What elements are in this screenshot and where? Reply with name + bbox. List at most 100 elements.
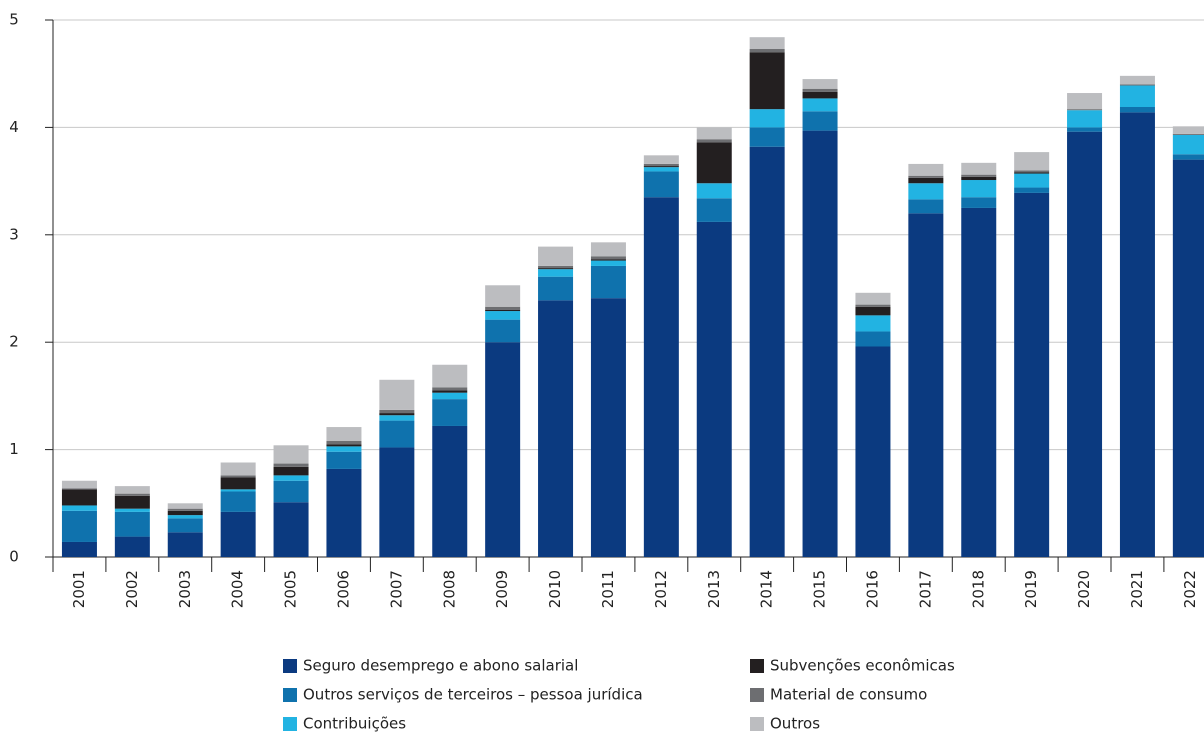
x-tick-label: 2019 [1022, 570, 1040, 608]
bar-segment [961, 174, 997, 177]
bar-segment [749, 127, 785, 147]
bar-segment [61, 480, 97, 489]
bar-segment [802, 98, 838, 112]
bar-segment [1172, 126, 1204, 134]
x-tick-label: 2014 [758, 570, 776, 608]
bar-segment [326, 441, 362, 445]
x-tick-label: 2021 [1128, 570, 1146, 608]
bar-segment [1067, 110, 1103, 128]
bar-segment [485, 311, 521, 320]
bar-segment [61, 541, 97, 557]
bar-segment [590, 242, 626, 257]
bar-segment [643, 166, 679, 168]
bar-segment [538, 276, 574, 301]
bar-segment [590, 265, 626, 299]
bar-segment [538, 269, 574, 277]
bar-segment [696, 127, 732, 140]
x-tick-label: 2011 [599, 570, 617, 608]
x-tick-label: 2015 [811, 570, 829, 608]
x-tick-label: 2018 [969, 570, 987, 608]
bar-segment [114, 511, 150, 537]
bar-segment [326, 444, 362, 447]
bar-segment [273, 463, 309, 467]
x-tick-label: 2007 [387, 570, 405, 608]
bar-segment [273, 502, 309, 557]
legend-swatch [283, 659, 297, 673]
bar-segment [273, 480, 309, 503]
bar-segment [696, 198, 732, 222]
bar-segment [590, 260, 626, 266]
y-tick-label: 3 [9, 225, 19, 243]
bar-segment [1014, 187, 1050, 193]
bar-segment [379, 447, 415, 557]
bar-segment [802, 88, 838, 92]
bar-segment [61, 489, 97, 506]
x-tick-label: 2022 [1181, 570, 1199, 608]
bar-segment [538, 300, 574, 557]
bar-segment [908, 213, 944, 557]
bar-segment [1067, 93, 1103, 110]
bar-segment [590, 259, 626, 261]
bar-segment [432, 364, 468, 388]
legend-label: Seguro desemprego e abono salarial [303, 657, 578, 675]
bar-segment [326, 446, 362, 452]
legend-label: Contribuições [303, 715, 406, 733]
bar-segment [855, 304, 891, 307]
bar-segment [908, 183, 944, 200]
x-tick-label: 2004 [229, 570, 247, 608]
bar-segment [855, 331, 891, 347]
bar-segment [1119, 84, 1155, 86]
bar-segment [432, 390, 468, 393]
bar-segment [326, 451, 362, 469]
x-tick-label: 2005 [282, 570, 300, 608]
bar-segment [114, 508, 150, 512]
bar-segment [643, 155, 679, 164]
bar-segment [1172, 134, 1204, 155]
bar-segment [855, 292, 891, 305]
bar-segment [696, 139, 732, 143]
bar-segment [802, 130, 838, 557]
bar-segment [273, 466, 309, 476]
bar-segment [696, 142, 732, 184]
bar-segment [643, 163, 679, 167]
bar-segment [167, 515, 203, 519]
bar-segment [61, 510, 97, 542]
x-tick-label: 2009 [493, 570, 511, 608]
bar-segment [379, 413, 415, 416]
bar-segment [643, 197, 679, 557]
bar-segment [855, 346, 891, 557]
x-tick-label: 2001 [70, 570, 88, 608]
bar-segment [167, 503, 203, 509]
x-tick-label: 2016 [863, 570, 881, 608]
bar-segment [749, 146, 785, 557]
bar-segment [379, 409, 415, 414]
bar-segment [749, 48, 785, 53]
x-tick-label: 2017 [916, 570, 934, 608]
bar-segment [167, 532, 203, 557]
bar-segment [114, 536, 150, 557]
legend-swatch [750, 688, 764, 702]
bar-segment [1067, 127, 1103, 132]
bar-segment [590, 256, 626, 260]
bar-segment [802, 91, 838, 99]
bar-segment [220, 489, 256, 492]
bar-segment [802, 111, 838, 131]
legend-swatch [750, 717, 764, 731]
bar-segment [1014, 152, 1050, 171]
bar-segment [220, 477, 256, 490]
bar-segment [961, 162, 997, 175]
bar-segment [61, 505, 97, 511]
x-tick-label: 2008 [440, 570, 458, 608]
bar-segment [379, 379, 415, 410]
bar-segment [908, 199, 944, 214]
bar-segment [802, 79, 838, 89]
bar-segment [485, 342, 521, 557]
bar-segment [538, 246, 574, 266]
bar-segment [379, 420, 415, 448]
x-tick-label: 2002 [123, 570, 141, 608]
bar-segment [961, 176, 997, 181]
bar-segment [61, 488, 97, 490]
bar-segment [855, 306, 891, 316]
bar-segment [696, 183, 732, 199]
x-tick-label: 2010 [546, 570, 564, 608]
